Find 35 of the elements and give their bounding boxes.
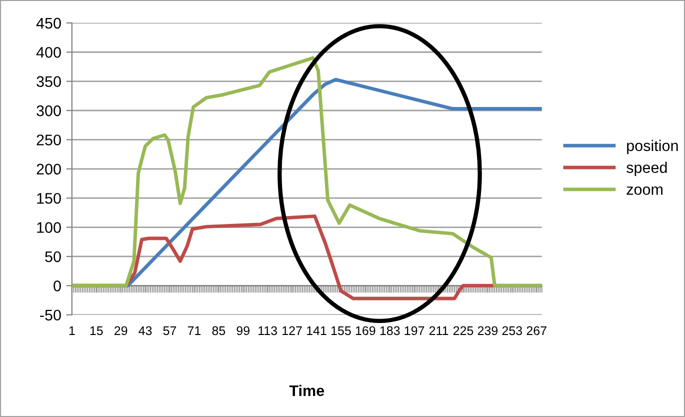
y-tick-label: 0: [54, 280, 61, 292]
x-tick-label: 267: [526, 326, 546, 336]
x-tick-label: 29: [114, 326, 128, 336]
x-tick-label: 99: [236, 326, 250, 336]
y-tick-label: 200: [36, 164, 61, 175]
x-tick-label: 85: [212, 326, 226, 336]
y-tick-label: 300: [36, 105, 61, 116]
x-tick-label: 239: [478, 326, 498, 336]
y-tick-label: 150: [37, 192, 61, 204]
y-tick-label: -50: [40, 310, 61, 321]
x-tick-label: 15: [90, 326, 103, 336]
x-tick-label: 253: [502, 326, 522, 336]
x-tick-label: 211: [429, 326, 448, 335]
x-tick-label: 155: [331, 326, 351, 336]
x-tick-label: 1: [69, 326, 75, 335]
y-tick-label: 50: [45, 251, 61, 262]
y-tick-label: 350: [36, 76, 61, 87]
y-tick-label: 450: [36, 18, 61, 29]
x-tick-label: 71: [188, 326, 201, 335]
legend-label: position: [627, 140, 678, 154]
y-tick-label: 100: [37, 222, 61, 233]
x-tick-label: 141: [307, 326, 326, 335]
x-tick-label: 197: [404, 326, 424, 336]
x-tick-label: 57: [163, 326, 176, 336]
x-axis-title: Time: [289, 384, 324, 396]
legend-label: zoom: [626, 186, 662, 195]
y-tick-label: 400: [36, 46, 61, 58]
x-tick-label: 169: [356, 326, 376, 336]
x-tick-label: 113: [258, 326, 277, 336]
x-tick-label: 225: [453, 326, 474, 336]
y-tick-label: 250: [36, 134, 61, 146]
x-tick-label: 127: [282, 326, 302, 335]
legend-label: speed: [626, 162, 667, 176]
x-tick-label: 43: [138, 326, 152, 336]
x-tick-label: 183: [380, 326, 400, 336]
